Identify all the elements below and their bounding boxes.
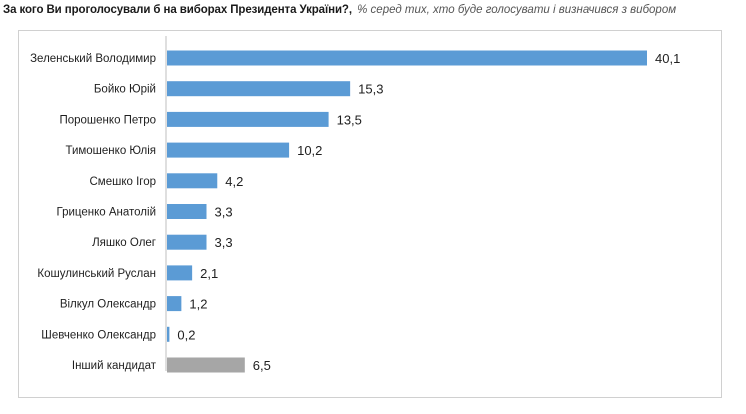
category-label: Зеленський Володимир <box>30 53 156 65</box>
chart-subtitle: % серед тих, хто буде голосувати і визна… <box>357 4 677 16</box>
data-label: 15,3 <box>358 82 383 97</box>
bar <box>167 296 182 312</box>
category-label: Тимошенко Юлія <box>65 145 156 157</box>
data-label: 4,2 <box>225 174 243 189</box>
category-label: Кошулинський Руслан <box>37 268 156 280</box>
bar <box>167 50 647 66</box>
bar <box>167 234 207 250</box>
bar <box>167 326 170 342</box>
bar <box>167 265 193 281</box>
data-label: 0,2 <box>177 327 195 342</box>
category-label: Ляшко Олег <box>92 237 156 249</box>
data-label: 40,1 <box>655 51 680 66</box>
data-label: 6,5 <box>253 358 271 373</box>
bar <box>167 204 207 219</box>
category-label: Шевченко Олександр <box>41 329 156 341</box>
chart-question: За кого Ви проголосували б на виборах Пр… <box>3 4 352 16</box>
bar <box>167 111 329 127</box>
category-label: Смешко Ігор <box>89 176 156 188</box>
data-label: 2,1 <box>200 266 218 281</box>
category-label: Вілкул Олександр <box>60 299 156 311</box>
bar <box>167 142 290 158</box>
data-label: 10,2 <box>297 143 322 158</box>
chart-frame <box>18 30 722 398</box>
category-label: Інший кандидат <box>72 360 157 372</box>
bar-other-candidate <box>167 357 245 373</box>
category-label: Гриценко Анатолій <box>57 207 157 219</box>
bar <box>167 173 218 189</box>
category-label: Бойко Юрій <box>94 84 156 96</box>
category-label: Порошенко Петро <box>59 114 156 126</box>
bar <box>167 81 351 97</box>
data-label: 13,5 <box>337 112 362 127</box>
chart-header: За кого Ви проголосували б на виборах Пр… <box>3 4 743 16</box>
data-label: 1,2 <box>189 297 207 312</box>
data-label: 3,3 <box>215 205 233 220</box>
data-label: 3,3 <box>215 235 233 250</box>
